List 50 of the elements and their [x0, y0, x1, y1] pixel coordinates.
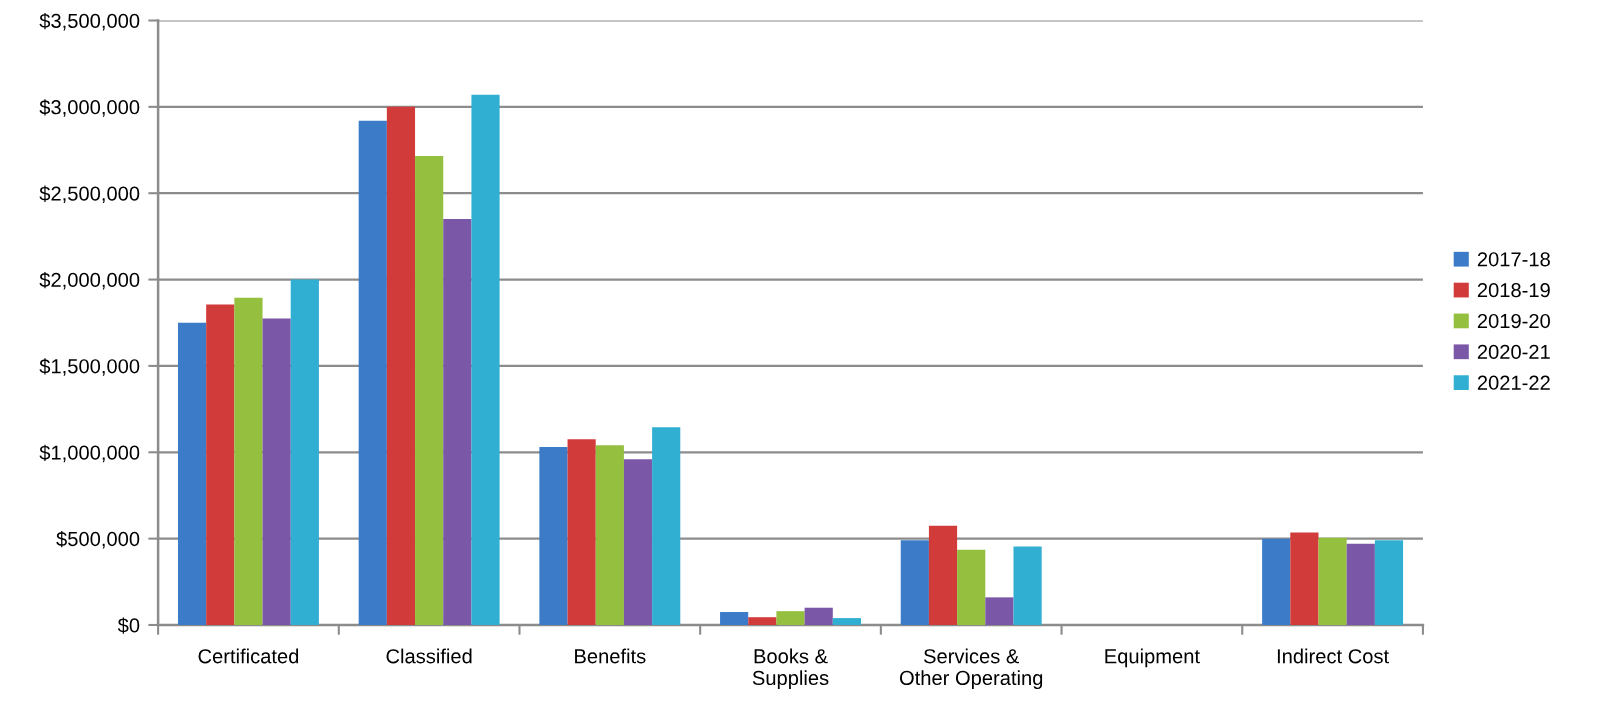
bar [262, 318, 291, 625]
bar [1374, 540, 1404, 625]
bar [567, 439, 596, 625]
bar [539, 447, 568, 625]
x-tick-label: Books & Supplies [752, 648, 829, 690]
bar [985, 597, 1014, 625]
x-tick-label: Benefits [575, 648, 646, 664]
bar [928, 525, 958, 625]
bar [234, 297, 263, 625]
bar [471, 94, 500, 625]
bar [206, 304, 235, 625]
bar [415, 156, 444, 625]
legend-label: 2017-18 [1477, 252, 1550, 267]
y-tick-label: $3,500,000 [39, 12, 140, 31]
bar [595, 445, 624, 625]
bar [652, 427, 681, 625]
bar [748, 617, 777, 625]
bar [386, 106, 416, 625]
bar [832, 618, 861, 625]
x-tick-label: Certificated [198, 648, 299, 664]
x-tick-label: Equipment [1105, 648, 1200, 668]
legend-label: 2021-22 [1477, 375, 1550, 390]
bar [957, 549, 986, 625]
y-tick-label: $3,000,000 [39, 99, 140, 117]
y-tick-label: $1,000,000 [39, 444, 140, 463]
bar [720, 612, 749, 625]
bar [900, 540, 929, 625]
bar [804, 607, 833, 625]
bar [1290, 532, 1319, 625]
bar [1013, 546, 1042, 625]
x-tick-label: Classified [386, 648, 472, 664]
y-tick-label: $2,000,000 [39, 271, 140, 290]
bar [443, 219, 472, 625]
bar [358, 120, 387, 625]
bar [776, 611, 805, 625]
bar [1318, 537, 1347, 625]
x-tick-label: Indirect Cost [1277, 648, 1389, 664]
bar [623, 459, 653, 625]
bar [177, 322, 207, 625]
legend-label: 2019-20 [1477, 313, 1550, 329]
x-tick-label: Services & Other Operating [899, 648, 1043, 690]
y-tick-label: $1,500,000 [39, 358, 140, 376]
y-tick-label: $2,500,000 [39, 185, 140, 204]
legend-label: 2020-21 [1477, 344, 1550, 360]
bar [1262, 538, 1291, 625]
y-tick-label: $500,000 [56, 531, 140, 549]
y-tick-label: $0 [117, 617, 140, 634]
bar [1346, 543, 1375, 625]
bar [290, 279, 319, 625]
legend-label: 2018-19 [1477, 283, 1550, 298]
